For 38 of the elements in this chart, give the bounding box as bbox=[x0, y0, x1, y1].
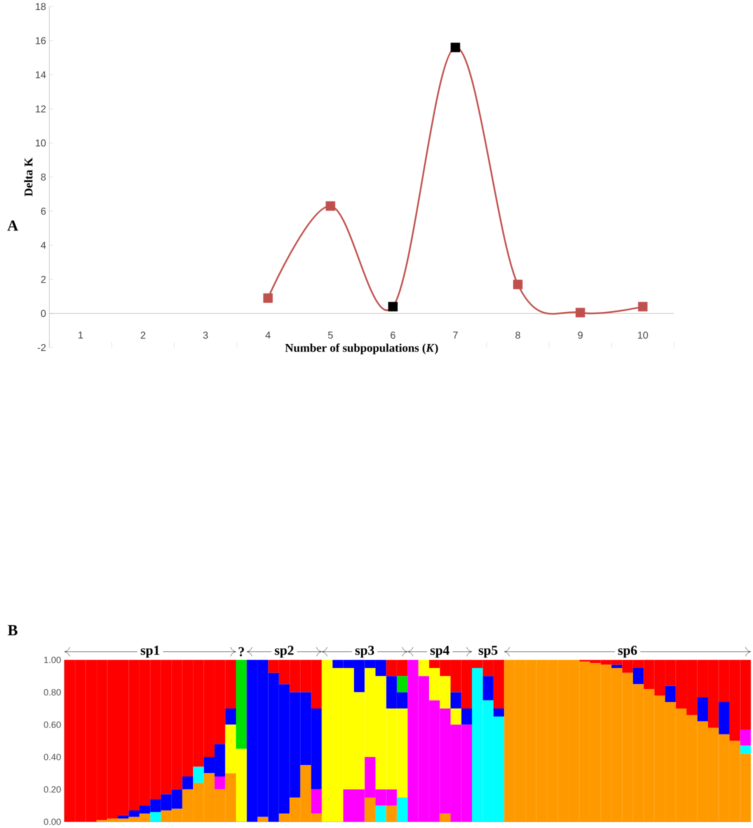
y-tick-label: 18 bbox=[36, 3, 46, 10]
y-tick-label: 0.20 bbox=[44, 786, 61, 793]
text: A bbox=[7, 220, 18, 231]
x-tick-label: 4 bbox=[265, 332, 271, 338]
text: sp3 bbox=[355, 646, 374, 658]
x-tick-label: 6 bbox=[390, 332, 396, 339]
x-tick-label: 1 bbox=[78, 332, 83, 338]
y-tick-label: 0.80 bbox=[44, 689, 61, 696]
text: sp5 bbox=[478, 646, 498, 658]
y-tick-label: 0.00 bbox=[44, 818, 61, 825]
y-tick-label: 1.00 bbox=[44, 656, 61, 664]
x-tick-label: 7 bbox=[453, 332, 458, 338]
y-tick-label: 0.60 bbox=[44, 721, 61, 728]
y-tick-label: 10 bbox=[36, 139, 46, 146]
x-tick-label: 9 bbox=[578, 332, 583, 339]
text: sp4 bbox=[430, 646, 450, 658]
y-tick-label: 12 bbox=[36, 105, 46, 112]
y-tick-label: 16 bbox=[36, 37, 46, 44]
y-axis-title: Delta K bbox=[24, 158, 33, 196]
text: sp6 bbox=[618, 646, 637, 658]
y-tick-label: 4 bbox=[40, 242, 46, 249]
x-tick-label: 5 bbox=[328, 332, 333, 339]
x-tick-label: 2 bbox=[140, 332, 146, 339]
y-tick-label: 0 bbox=[41, 310, 46, 317]
x-tick-label: 3 bbox=[203, 332, 208, 339]
y-tick-label: 8 bbox=[41, 174, 46, 181]
x-tick-label: 8 bbox=[516, 332, 520, 339]
y-tick-label: 0.40 bbox=[44, 754, 61, 760]
chart-title: B bbox=[8, 625, 18, 636]
text: sp2 bbox=[274, 646, 294, 658]
y-tick-label: -2 bbox=[38, 344, 46, 352]
x-tick-label: 10 bbox=[638, 332, 648, 339]
text: sp1 bbox=[140, 646, 160, 658]
y-tick-label: 2 bbox=[41, 276, 46, 283]
text: ? bbox=[238, 647, 244, 656]
y-tick-label: 6 bbox=[41, 208, 46, 215]
x-axis-title: Number of subpopulations (K) bbox=[285, 343, 438, 354]
y-tick-label: 14 bbox=[36, 71, 46, 78]
